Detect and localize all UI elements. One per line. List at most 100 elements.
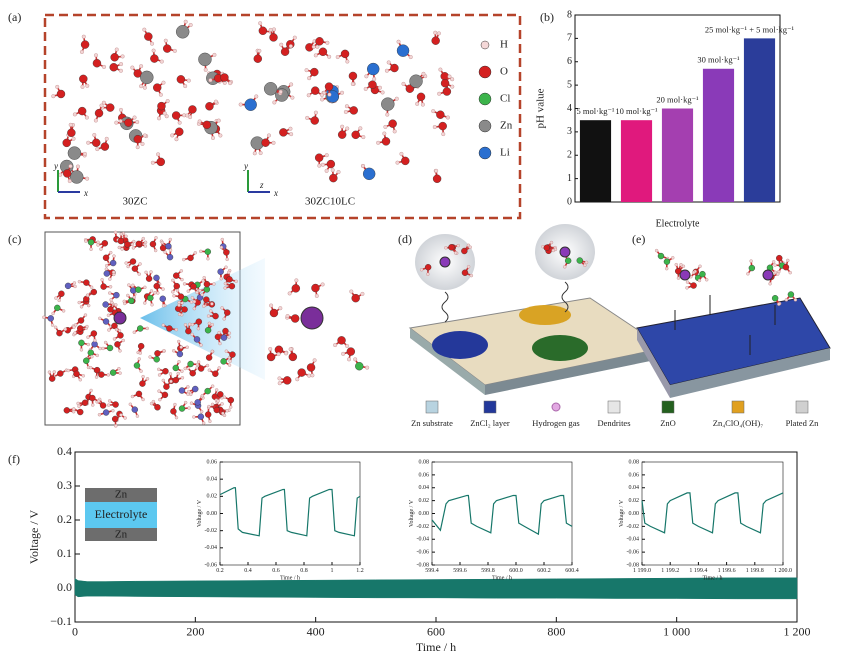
x-tick-label: 1 199.0 <box>633 568 651 574</box>
atom <box>786 258 790 263</box>
atom <box>584 260 589 265</box>
atom <box>199 409 204 414</box>
atom <box>268 347 273 352</box>
atom <box>113 230 118 235</box>
y-tick-label: 0.00 <box>207 511 218 517</box>
atom <box>219 245 224 250</box>
atom <box>94 108 104 118</box>
atom <box>197 365 205 372</box>
atom <box>173 282 180 290</box>
atom <box>189 401 194 405</box>
x-tick-label: 1 199.2 <box>661 568 679 574</box>
atom <box>77 300 81 305</box>
atom <box>133 362 141 369</box>
atom <box>114 303 118 307</box>
atom <box>70 170 84 184</box>
atom <box>340 90 345 95</box>
atom <box>139 84 144 89</box>
atom <box>396 44 410 57</box>
atom <box>335 55 340 60</box>
atom <box>176 371 180 376</box>
atom <box>121 338 125 343</box>
atom <box>345 59 350 64</box>
atom <box>139 64 144 69</box>
atom <box>388 119 397 128</box>
atom <box>279 128 288 137</box>
atom <box>291 284 301 293</box>
atom <box>106 313 111 317</box>
atom <box>127 283 131 287</box>
atom <box>120 54 125 59</box>
x-tick-label: 1 199.8 <box>746 568 764 574</box>
atom <box>95 147 100 152</box>
atom <box>190 283 197 290</box>
atom <box>175 127 184 136</box>
atom <box>150 41 155 46</box>
y-tick-label: -0.04 <box>627 537 640 543</box>
atom <box>210 135 215 140</box>
atom <box>367 62 380 76</box>
atom <box>224 309 231 316</box>
x-tick-label: 400 <box>307 625 325 639</box>
atom <box>51 94 56 99</box>
atom <box>153 274 160 282</box>
atom <box>205 363 210 368</box>
atom <box>180 277 184 282</box>
atom <box>444 246 448 250</box>
atom <box>163 44 172 53</box>
structure-label: 30ZC10LC <box>305 196 355 208</box>
atom <box>151 399 156 404</box>
atom <box>777 302 781 306</box>
atom <box>91 341 98 348</box>
atom <box>217 366 221 370</box>
atom <box>158 397 162 402</box>
atom <box>207 368 212 372</box>
x-axis-label: Electrolyte <box>656 218 700 229</box>
atom <box>690 282 697 289</box>
atom <box>225 257 229 262</box>
legend-label: Dendrites <box>597 418 630 428</box>
atom <box>111 270 116 274</box>
molecule-cluster <box>541 240 589 269</box>
atom <box>182 282 187 286</box>
atom <box>434 168 439 173</box>
atom <box>79 74 88 84</box>
atom <box>107 399 112 403</box>
atom <box>220 306 224 310</box>
atom <box>212 282 216 286</box>
atom <box>350 81 355 86</box>
atom <box>128 402 133 406</box>
atom <box>153 291 157 295</box>
atom <box>671 256 675 260</box>
zn-hydroxide-blob <box>519 305 571 325</box>
atom <box>173 272 180 279</box>
atom <box>98 316 102 321</box>
atom <box>72 281 77 285</box>
x-tick-label: 0.4 <box>244 568 252 574</box>
atom <box>58 290 65 297</box>
atom <box>401 156 410 166</box>
atom <box>439 256 451 268</box>
atom <box>217 268 224 275</box>
zn-layer <box>85 488 157 502</box>
legend-icon <box>607 400 621 414</box>
legend-label: Zn <box>500 120 513 132</box>
atom <box>204 248 211 255</box>
atom <box>277 381 282 386</box>
atom <box>98 371 105 378</box>
atom <box>283 376 292 385</box>
atom <box>205 102 214 111</box>
atom <box>110 53 119 62</box>
atom <box>266 133 271 138</box>
atom <box>119 232 123 236</box>
atom <box>748 264 756 272</box>
atom <box>279 42 284 47</box>
atom <box>315 37 324 46</box>
atom <box>408 55 413 60</box>
atom <box>117 332 124 339</box>
atom <box>206 314 211 318</box>
atom <box>583 263 587 268</box>
atom <box>203 280 211 288</box>
legend-swatch <box>478 92 492 106</box>
atom <box>564 257 572 264</box>
